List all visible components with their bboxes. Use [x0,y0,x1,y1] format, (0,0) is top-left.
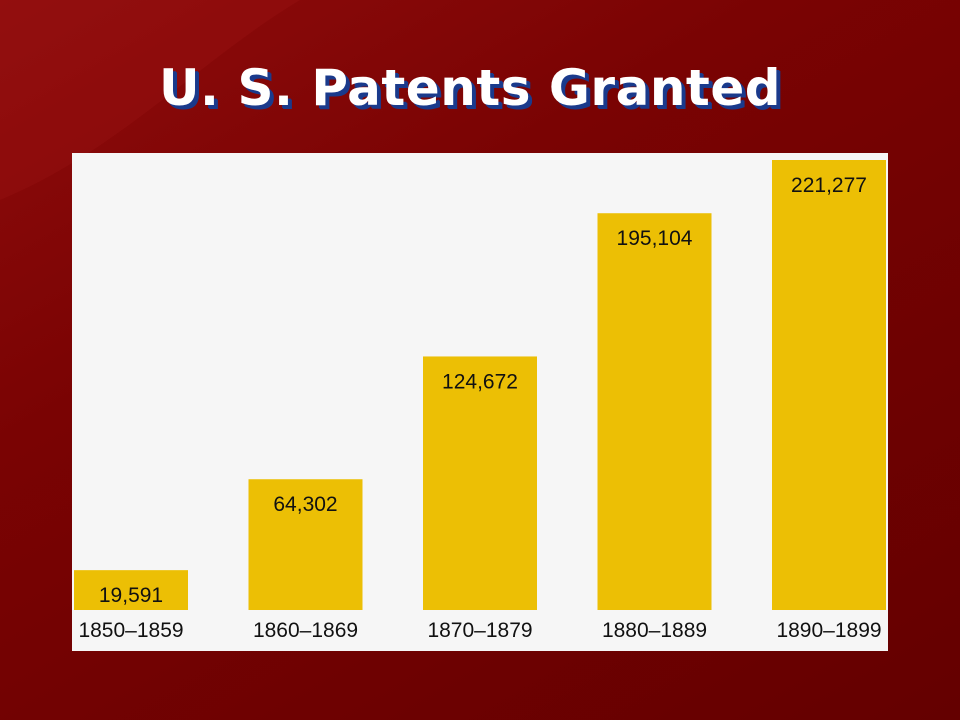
bar-chart: 19,591 1850–1859 64,302 1860–1869 124,672 187… [74,160,886,642]
bar-1 [74,570,188,610]
x-tick-label-2: 1860–1869 [253,619,358,642]
x-tick-label-5: 1890–1899 [776,619,881,642]
x-tick-label-1: 1850–1859 [78,619,183,642]
data-label-2: 64,302 [273,493,337,516]
chart-panel: 19,591 1850–1859 64,302 1860–1869 124,672 187… [72,153,888,651]
data-label-5: 221,277 [791,174,867,197]
x-tick-label-3: 1870–1879 [427,619,532,642]
data-label-3: 124,672 [442,370,518,393]
bar-5 [772,160,886,610]
slide-title: U. S. Patents Granted [158,59,782,117]
bar-4 [597,213,712,610]
bar-2 [248,479,363,610]
bar-3 [423,356,537,610]
x-tick-label-4: 1880–1889 [602,619,707,642]
data-label-4: 195,104 [617,227,693,250]
data-label-1: 19,591 [99,584,163,607]
